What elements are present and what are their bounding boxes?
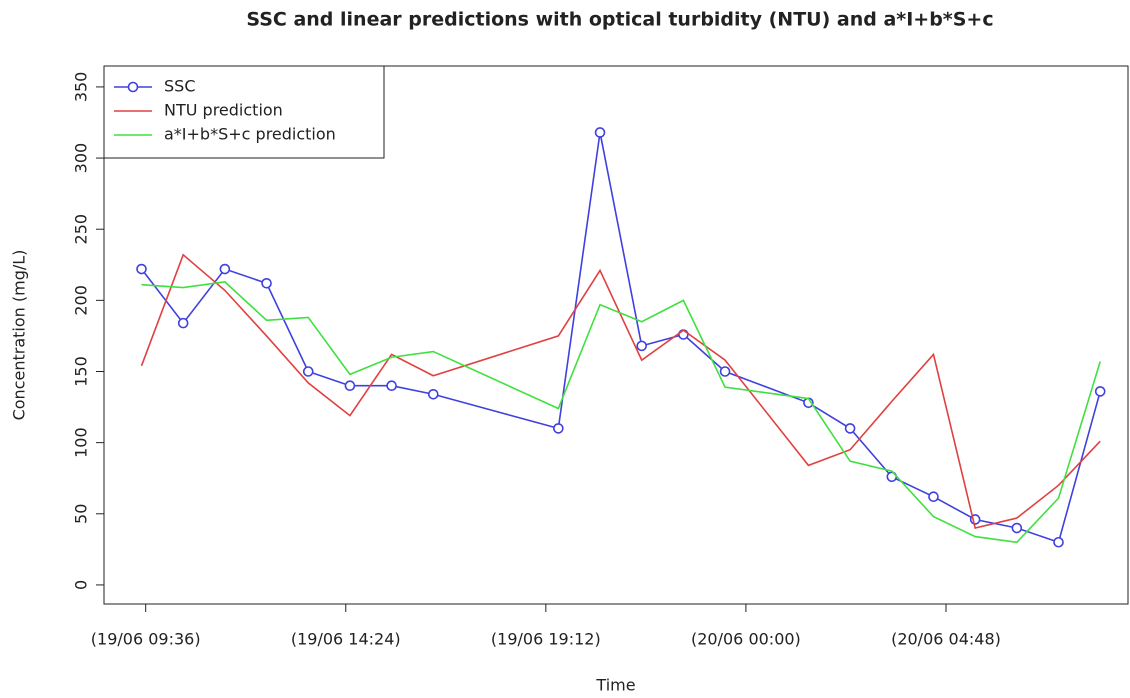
x-tick-label: (19/06 09:36) bbox=[91, 630, 201, 649]
point bbox=[344, 380, 356, 392]
point bbox=[594, 127, 606, 138]
x-tick-label: (19/06 14:24) bbox=[291, 630, 401, 649]
y-axis-label: Concentration (mg/L) bbox=[10, 250, 29, 421]
point bbox=[1011, 522, 1023, 534]
legend-label: a*I+b*S+c prediction bbox=[164, 125, 336, 144]
y-tick-label: 150 bbox=[72, 356, 91, 387]
point bbox=[553, 423, 564, 434]
y-tick-label: 350 bbox=[72, 72, 91, 103]
point bbox=[136, 263, 147, 275]
legend-box bbox=[103, 65, 385, 159]
chart-title: SSC and linear predictions with optical … bbox=[246, 9, 993, 31]
point bbox=[427, 388, 439, 400]
point bbox=[261, 277, 272, 289]
series-line bbox=[141, 281, 1101, 544]
point bbox=[219, 263, 231, 275]
x-axis-label: Time bbox=[595, 676, 635, 695]
y-tick-label: 100 bbox=[72, 427, 91, 458]
point bbox=[844, 423, 856, 434]
x-tick-label: (20/06 04:48) bbox=[891, 630, 1001, 649]
legend-marker bbox=[127, 81, 139, 93]
y-tick-label: 250 bbox=[72, 214, 91, 245]
x-tick-label: (19/06 19:12) bbox=[491, 630, 601, 649]
point bbox=[928, 491, 939, 503]
y-tick-label: 0 bbox=[72, 580, 91, 590]
plot-frame bbox=[103, 65, 1129, 605]
point bbox=[636, 340, 648, 352]
legend-label: SSC bbox=[164, 77, 195, 96]
point bbox=[678, 329, 689, 340]
point bbox=[177, 317, 189, 329]
legend-label: NTU prediction bbox=[164, 101, 283, 120]
point bbox=[386, 380, 397, 392]
point bbox=[1094, 386, 1106, 397]
point bbox=[1053, 536, 1064, 548]
series-line bbox=[140, 253, 1101, 529]
x-tick-label: (20/06 00:00) bbox=[691, 630, 801, 649]
series-line bbox=[140, 132, 1101, 544]
point bbox=[719, 366, 731, 377]
y-tick-label: 300 bbox=[72, 143, 91, 174]
y-tick-label: 50 bbox=[72, 504, 91, 524]
y-tick-label: 200 bbox=[72, 285, 91, 316]
point bbox=[302, 366, 314, 377]
